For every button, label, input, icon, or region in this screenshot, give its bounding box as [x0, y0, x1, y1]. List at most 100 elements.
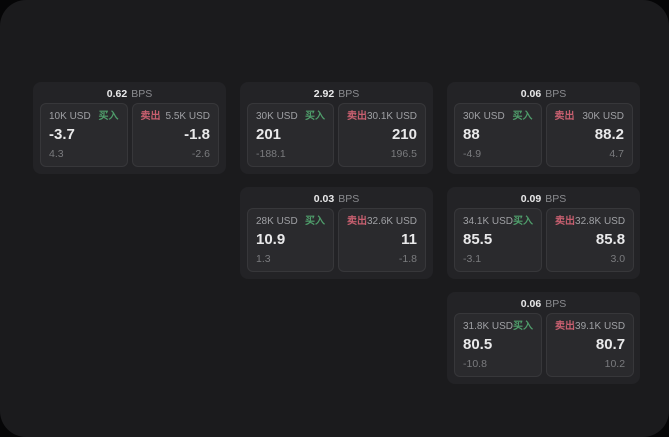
- sell-label-row: 卖出 39.1K USD: [555, 321, 625, 333]
- buy-price: 80.5: [463, 336, 493, 353]
- buy-side-label: 买入: [304, 216, 325, 227]
- bps-header: 2.92 BPS: [247, 86, 426, 103]
- buy-quote-panel[interactable]: 34.1K USD 买入 85.5 -3.1: [454, 208, 543, 272]
- buy-amount: 31.8K USD: [463, 321, 514, 332]
- buy-amount: 28K USD: [256, 216, 298, 227]
- bps-header: 0.06 BPS: [454, 86, 633, 103]
- bps-value: 0.03: [313, 193, 335, 205]
- bps-header: 0.03 BPS: [247, 191, 426, 208]
- sell-quote-panel[interactable]: 卖出 30.1K USD 210 196.5: [337, 103, 426, 167]
- buy-change: 4.3: [49, 148, 64, 160]
- bps-header: 0.06 BPS: [454, 296, 633, 313]
- sell-quote-panel[interactable]: 卖出 32.6K USD 11 -1.8: [337, 208, 426, 272]
- bps-value: 0.62: [106, 88, 128, 100]
- buy-label-row: 30K USD 买入: [463, 111, 533, 123]
- bps-value: 0.06: [520, 298, 542, 310]
- quote-panels: 28K USD 买入 10.9 1.3 卖出 32.6K USD 11 -1.8: [247, 208, 426, 272]
- quote-card: 0.62 BPS 10K USD 买入 -3.7 4.3 卖出 5.5K USD…: [33, 82, 226, 174]
- sell-label-row: 卖出 5.5K USD: [141, 111, 211, 123]
- sell-change: 10.2: [604, 358, 626, 370]
- sell-price: 85.8: [595, 231, 626, 248]
- sell-change: 4.7: [609, 148, 624, 160]
- buy-change: 1.3: [256, 253, 271, 265]
- buy-change: -188.1: [256, 148, 286, 160]
- buy-label-row: 34.1K USD 买入: [463, 216, 533, 228]
- sell-amount: 30.1K USD: [366, 111, 417, 122]
- quote-panels: 10K USD 买入 -3.7 4.3 卖出 5.5K USD -1.8 -2.…: [40, 103, 219, 167]
- buy-price: 10.9: [256, 231, 286, 248]
- sell-amount: 30K USD: [582, 111, 624, 122]
- sell-price: 11: [401, 231, 417, 248]
- bps-value: 0.06: [520, 88, 542, 100]
- bps-header: 0.09 BPS: [454, 191, 633, 208]
- sell-quote-panel[interactable]: 卖出 5.5K USD -1.8 -2.6: [131, 103, 219, 167]
- bps-unit-label: BPS: [545, 193, 567, 205]
- sell-price: 80.7: [595, 336, 626, 353]
- buy-change: -10.8: [463, 358, 487, 370]
- quote-card: 0.03 BPS 28K USD 买入 10.9 1.3 卖出 32.6K US…: [240, 187, 433, 279]
- sell-price: -1.8: [184, 126, 210, 143]
- sell-label-row: 卖出 30K USD: [555, 111, 625, 123]
- buy-quote-panel[interactable]: 31.8K USD 买入 80.5 -10.8: [454, 313, 543, 377]
- sell-change: -2.6: [191, 148, 210, 160]
- quote-card: 0.06 BPS 30K USD 买入 88 -4.9 卖出 30K USD 8…: [447, 82, 640, 174]
- sell-quote-panel[interactable]: 卖出 32.8K USD 85.8 3.0: [546, 208, 635, 272]
- sell-side-label: 卖出: [346, 111, 367, 122]
- sell-amount: 5.5K USD: [165, 111, 210, 122]
- sell-change: 196.5: [390, 148, 417, 160]
- buy-side-label: 买入: [513, 321, 534, 332]
- buy-price: 201: [256, 126, 282, 143]
- sell-quote-panel[interactable]: 卖出 39.1K USD 80.7 10.2: [546, 313, 635, 377]
- buy-side-label: 买入: [512, 111, 533, 122]
- bps-header: 0.62 BPS: [40, 86, 219, 103]
- buy-quote-panel[interactable]: 10K USD 买入 -3.7 4.3: [40, 103, 128, 167]
- sell-price: 88.2: [594, 126, 624, 143]
- buy-price: -3.7: [49, 126, 75, 143]
- buy-side-label: 买入: [98, 111, 119, 122]
- quote-panels: 34.1K USD 买入 85.5 -3.1 卖出 32.8K USD 85.8…: [454, 208, 635, 272]
- sell-label-row: 卖出 30.1K USD: [347, 111, 417, 123]
- bps-unit-label: BPS: [131, 88, 153, 100]
- buy-quote-panel[interactable]: 30K USD 买入 88 -4.9: [454, 103, 542, 167]
- sell-side-label: 卖出: [140, 111, 161, 122]
- buy-amount: 34.1K USD: [463, 216, 514, 227]
- sell-price: 210: [391, 126, 417, 143]
- sell-quote-panel[interactable]: 卖出 30K USD 88.2 4.7: [545, 103, 633, 167]
- buy-amount: 30K USD: [463, 111, 505, 122]
- sell-amount: 39.1K USD: [575, 321, 626, 332]
- quote-card-grid: 0.62 BPS 10K USD 买入 -3.7 4.3 卖出 5.5K USD…: [33, 82, 640, 384]
- sell-side-label: 卖出: [346, 216, 367, 227]
- sell-side-label: 卖出: [554, 111, 575, 122]
- buy-quote-panel[interactable]: 28K USD 买入 10.9 1.3: [247, 208, 334, 272]
- buy-side-label: 买入: [304, 111, 325, 122]
- quote-panels: 31.8K USD 买入 80.5 -10.8 卖出 39.1K USD 80.…: [454, 313, 635, 377]
- buy-change: -4.9: [463, 148, 482, 160]
- quote-panels: 30K USD 买入 88 -4.9 卖出 30K USD 88.2 4.7: [454, 103, 633, 167]
- buy-label-row: 30K USD 买入: [256, 111, 325, 123]
- quote-card: 2.92 BPS 30K USD 买入 201 -188.1 卖出 30.1K …: [240, 82, 433, 174]
- buy-amount: 10K USD: [49, 111, 91, 122]
- sell-amount: 32.8K USD: [575, 216, 626, 227]
- buy-change: -3.1: [463, 253, 482, 265]
- buy-price: 88: [463, 126, 480, 143]
- bps-value: 2.92: [313, 88, 335, 100]
- sell-label-row: 卖出 32.8K USD: [555, 216, 625, 228]
- buy-label-row: 28K USD 买入: [256, 216, 325, 228]
- buy-label-row: 10K USD 买入: [49, 111, 119, 123]
- buy-side-label: 买入: [513, 216, 534, 227]
- sell-change: 3.0: [610, 253, 626, 265]
- bps-unit-label: BPS: [338, 193, 360, 205]
- bps-unit-label: BPS: [338, 88, 360, 100]
- sell-change: -1.8: [398, 253, 417, 265]
- bps-unit-label: BPS: [545, 88, 567, 100]
- quote-card: 0.06 BPS 31.8K USD 买入 80.5 -10.8 卖出 39.1…: [447, 292, 640, 384]
- quote-card: 0.09 BPS 34.1K USD 买入 85.5 -3.1 卖出 32.8K…: [447, 187, 640, 279]
- sell-amount: 32.6K USD: [366, 216, 417, 227]
- buy-quote-panel[interactable]: 30K USD 买入 201 -188.1: [247, 103, 334, 167]
- bps-unit-label: BPS: [545, 298, 567, 310]
- buy-price: 85.5: [463, 231, 493, 248]
- sell-side-label: 卖出: [555, 321, 576, 332]
- buy-label-row: 31.8K USD 买入: [463, 321, 533, 333]
- sell-side-label: 卖出: [555, 216, 576, 227]
- bps-value: 0.09: [520, 193, 542, 205]
